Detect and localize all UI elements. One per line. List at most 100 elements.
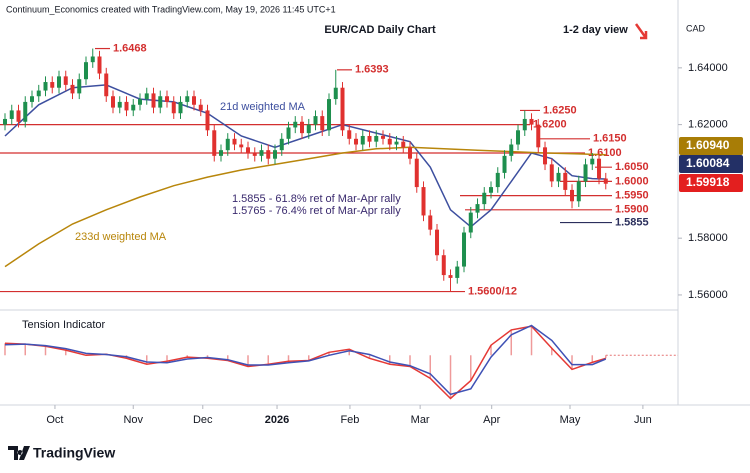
note: 1.5855 - 61.8% ret of Mar-Apr rally (232, 193, 401, 205)
candle-body (320, 116, 325, 131)
candle-body (327, 99, 332, 131)
candle-body (16, 110, 21, 122)
candle-body (77, 79, 82, 94)
candle-body (286, 127, 291, 139)
brand-icon (8, 446, 30, 460)
candle-body (104, 73, 109, 97)
candle-body (185, 96, 190, 102)
candle-body (462, 232, 467, 267)
candle-body (23, 101, 28, 122)
y-tick-label: 1.56000 (688, 289, 728, 301)
candle-body (29, 96, 34, 102)
candle-body (435, 229, 440, 256)
candle-body (36, 90, 41, 97)
ma-label: 233d weighted MA (75, 231, 167, 243)
candle-body (138, 99, 143, 105)
price-badge-label: 1.59918 (686, 175, 730, 189)
x-tick-label: 2026 (265, 414, 289, 426)
candle-body (2, 118, 7, 125)
x-tick-label: Jun (634, 414, 652, 426)
candle-body (313, 116, 318, 125)
view-label: 1-2 day view (563, 24, 628, 36)
brand-name: TradingView (33, 445, 115, 461)
currency: CAD (686, 23, 706, 33)
candle-body (83, 62, 88, 80)
candle-body (570, 189, 575, 202)
level-label: 1.6468 (113, 42, 147, 54)
candle-body (556, 172, 561, 182)
price-badge (679, 137, 743, 155)
candle-body (563, 172, 568, 190)
candle-body (597, 158, 602, 179)
candle-body (387, 138, 392, 145)
price-badge (679, 174, 743, 192)
candle-body (279, 138, 284, 151)
candle-body (347, 130, 352, 139)
y-tick-label: 1.58000 (688, 232, 728, 244)
candle-body (583, 164, 588, 182)
candle-body (603, 178, 608, 184)
candle-body (543, 147, 548, 165)
candle-body (124, 101, 129, 111)
candle-body (171, 101, 176, 114)
candle-body (529, 118, 534, 125)
candle-body (536, 124, 541, 148)
view-arrow (634, 23, 648, 40)
level-label: 1.6100 (588, 147, 622, 159)
candle-body (448, 275, 453, 278)
level-label: 1.6393 (355, 64, 389, 76)
candle-body (90, 56, 95, 63)
candle-body (219, 150, 224, 156)
level-label: 1.6250 (543, 104, 577, 116)
candle-body (43, 82, 48, 91)
level-label: 1.6000 (615, 175, 649, 187)
candle-body (394, 141, 399, 145)
note: 1.5765 - 76.4% ret of Mar-Apr rally (232, 205, 401, 217)
candle-body (63, 76, 68, 85)
candle-body (266, 150, 271, 159)
candle-body (381, 135, 386, 139)
candle-body (421, 187, 426, 216)
candle-body (273, 150, 278, 159)
candle-body (374, 135, 379, 142)
candle-body (441, 255, 446, 276)
candle-body (408, 147, 413, 159)
candle-body (340, 87, 345, 131)
candle-body (482, 192, 487, 205)
credit: Continuum_Economics created with Trading… (6, 4, 336, 14)
candle-body (97, 56, 102, 74)
candle-body (117, 101, 122, 108)
x-tick-label: Mar (411, 414, 430, 426)
tension-line (4, 324, 607, 396)
candle-body (131, 104, 136, 111)
candle-body (495, 172, 500, 188)
level-label: 1.5855 (615, 216, 649, 228)
level-label: 1.6200 (533, 119, 567, 131)
brand-logo: TradingView (8, 445, 115, 461)
candle-body (239, 144, 244, 148)
candle-body (56, 76, 61, 88)
candle-body (165, 96, 170, 102)
candle-body (590, 158, 595, 165)
level-label: 1.5950 (615, 190, 649, 202)
candle-body (192, 96, 197, 105)
candle-body (489, 187, 494, 193)
candle-body (205, 110, 210, 131)
level-label: 1.6050 (615, 161, 649, 173)
candle-body (475, 204, 480, 213)
x-tick-label: May (560, 414, 581, 426)
candle-body (252, 153, 257, 156)
level-label: 1.5900 (615, 204, 649, 216)
x-tick-label: Feb (340, 414, 359, 426)
candle-body (158, 96, 163, 108)
candle-body (151, 93, 156, 108)
candle-body (9, 110, 14, 119)
candle-body (306, 124, 311, 134)
candle-body (50, 82, 55, 88)
candle-body (428, 215, 433, 230)
y-tick-label: 1.62000 (688, 119, 728, 131)
candle-body (354, 138, 359, 145)
candle-body (509, 144, 514, 156)
